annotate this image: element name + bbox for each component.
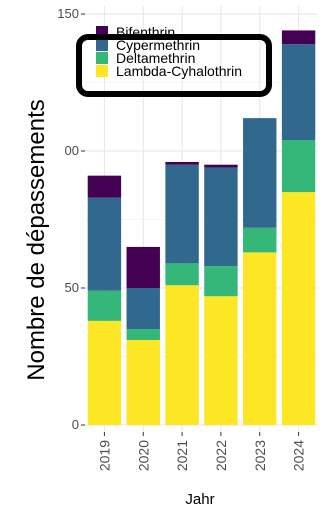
y-tick-label: 0 — [72, 417, 79, 432]
bar-lambda-cyhalothrin-2021 — [165, 285, 199, 425]
x-tick-label-2022: 2022 — [213, 440, 229, 471]
bar-cypermethrin-2023 — [243, 118, 277, 228]
bar-cypermethrin-2021 — [165, 164, 199, 264]
legend-swatch-cypermethrin — [96, 39, 108, 51]
bar-cypermethrin-2019 — [87, 197, 122, 291]
bar-bifenthrin-2024 — [281, 30, 316, 45]
bar-lambda-cyhalothrin-2020 — [126, 340, 160, 425]
x-tick-label-2020: 2020 — [135, 440, 151, 471]
bar-cypermethrin-2020 — [126, 288, 160, 330]
bar-lambda-cyhalothrin-2022 — [204, 296, 238, 425]
bar-lambda-cyhalothrin-2023 — [243, 252, 277, 425]
bar-bifenthrin-2020 — [126, 246, 160, 288]
x-tick-label-2023: 2023 — [252, 440, 268, 471]
bar-deltamethrin-2022 — [204, 266, 238, 297]
legend-swatch-lambda-cyhalothrin — [96, 65, 108, 77]
bar-bifenthrin-2021 — [165, 161, 199, 165]
x-tick-label-2021: 2021 — [174, 440, 190, 471]
legend-label-cypermethrin: Cypermethrin — [116, 37, 200, 53]
y-tick-label: 50 — [65, 280, 79, 295]
y-tick-label: 00 — [65, 143, 79, 158]
bar-deltamethrin-2024 — [281, 140, 316, 193]
bar-deltamethrin-2023 — [243, 227, 277, 253]
legend: BifenthrinCypermethrinDeltamethrinLambda… — [76, 24, 272, 97]
highlight-box — [76, 34, 272, 97]
legend-label-lambda-cyhalothrin: Lambda-Cyhalothrin — [116, 63, 242, 79]
axes: 0 50 00 150 2019 2020 2021 2022 2023 2024 — [57, 6, 306, 471]
bar-deltamethrin-2020 — [126, 329, 160, 341]
x-axis-title: Jahr — [185, 491, 214, 508]
bar-cypermethrin-2022 — [204, 167, 238, 267]
bar-bifenthrin-2022 — [204, 164, 238, 168]
bar-deltamethrin-2019 — [87, 290, 122, 321]
x-tick-label-2019: 2019 — [96, 440, 112, 471]
bar-lambda-cyhalothrin-2019 — [87, 320, 122, 425]
x-tick-label-2024: 2024 — [291, 440, 307, 471]
legend-swatch-deltamethrin — [96, 52, 108, 64]
y-axis-title: Nombre de dépassements — [23, 99, 50, 380]
bar-cypermethrin-2024 — [281, 44, 316, 141]
legend-label-deltamethrin: Deltamethrin — [116, 50, 195, 66]
bar-lambda-cyhalothrin-2024 — [281, 192, 316, 425]
y-tick-label: 150 — [57, 6, 79, 21]
bar-bifenthrin-2019 — [87, 175, 122, 198]
bar-deltamethrin-2021 — [165, 263, 199, 286]
bars — [87, 30, 316, 425]
